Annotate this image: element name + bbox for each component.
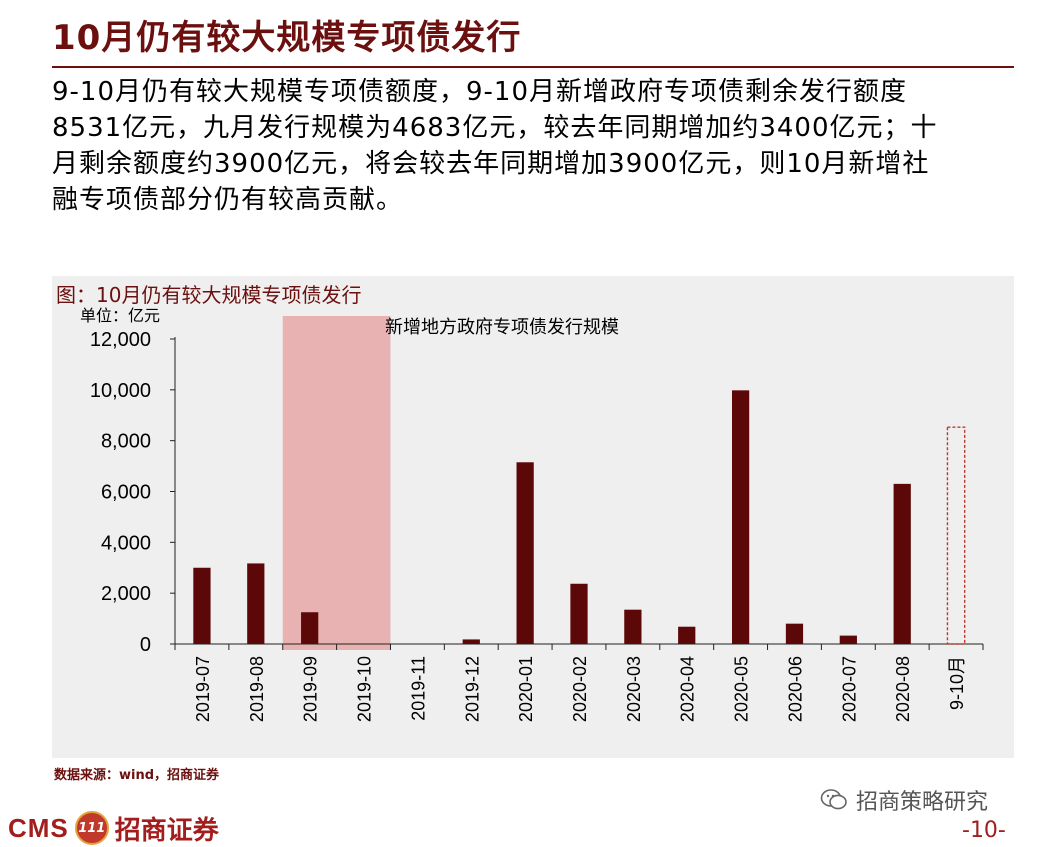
data-source: 数据来源：wind，招商证券 xyxy=(54,768,220,783)
x-tick-label: 2019-12 xyxy=(462,656,482,722)
x-tick-label: 2019-08 xyxy=(247,656,267,722)
x-tick-label: 2020-08 xyxy=(893,656,913,722)
x-tick-label: 2020-06 xyxy=(785,656,805,722)
series-title: 新增地方政府专项债发行规模 xyxy=(385,317,619,338)
x-tick-label: 2020-05 xyxy=(732,656,752,722)
bar xyxy=(731,390,750,644)
cms-emblem-icon: 111 xyxy=(74,811,109,845)
bar xyxy=(893,483,911,644)
y-tick-label: 4,000 xyxy=(101,532,151,554)
x-tick-label: 2020-01 xyxy=(516,656,536,722)
title-divider xyxy=(52,66,1014,68)
y-tick-label: 0 xyxy=(140,634,151,656)
x-tick-label: 9-10月 xyxy=(947,656,967,710)
cms-logo-cn: 招商证券 xyxy=(114,815,219,846)
cms-logo-text: CMS xyxy=(8,812,69,843)
page-number: -10- xyxy=(962,818,1006,843)
bar xyxy=(516,462,534,644)
summary-line: 融专项债部分仍有较高贡献。 xyxy=(52,185,404,215)
x-tick-label: 2019-11 xyxy=(408,656,428,721)
x-tick-label: 2019-07 xyxy=(193,656,213,722)
x-tick-label: 2020-04 xyxy=(678,656,698,722)
y-tick-label: 12,000 xyxy=(90,329,151,351)
page-title: 10月仍有较大规模专项债发行 xyxy=(52,18,522,58)
x-tick-label: 2019-09 xyxy=(301,656,321,722)
bar xyxy=(193,567,211,644)
bar xyxy=(839,635,857,644)
x-tick-label: 2020-02 xyxy=(570,656,590,722)
bar xyxy=(247,563,265,644)
y-unit-label: 单位：亿元 xyxy=(80,306,160,325)
cms-logo: CMS 111 招商证券 xyxy=(8,811,219,846)
bar xyxy=(624,609,642,644)
summary-line: 8531亿元，九月发行规模为4683亿元，较去年同期增加约3400亿元；十 xyxy=(52,113,938,143)
y-tick-label: 2,000 xyxy=(101,583,151,605)
y-tick-label: 8,000 xyxy=(101,431,151,453)
wechat-icon xyxy=(820,789,847,810)
bar xyxy=(570,583,588,644)
bar xyxy=(462,639,480,644)
bar xyxy=(785,623,804,644)
y-tick-label: 10,000 xyxy=(90,380,151,402)
wechat-watermark: 招商策略研究 xyxy=(820,784,988,816)
x-tick-label: 2020-07 xyxy=(839,656,859,722)
bar-dashed xyxy=(946,426,966,645)
x-tick-label: 2020-03 xyxy=(624,656,644,722)
bar xyxy=(678,626,696,644)
summary-text: 9-10月仍有较大规模专项债额度，9-10月新增政府专项债剩余发行额度 8531… xyxy=(52,74,1012,218)
wechat-account: 招商策略研究 xyxy=(856,790,989,815)
summary-line: 月剩余额度约3900亿元，将会较去年同期增加3900亿元，则10月新增社 xyxy=(52,149,930,179)
highlight-band xyxy=(282,316,391,650)
summary-line: 9-10月仍有较大规模专项债额度，9-10月新增政府专项债剩余发行额度 xyxy=(52,77,908,107)
chart-caption: 图：10月仍有较大规模专项债发行 xyxy=(56,283,362,307)
y-tick-label: 6,000 xyxy=(101,482,151,504)
x-tick-label: 2019-10 xyxy=(355,656,375,722)
bar xyxy=(301,612,319,644)
